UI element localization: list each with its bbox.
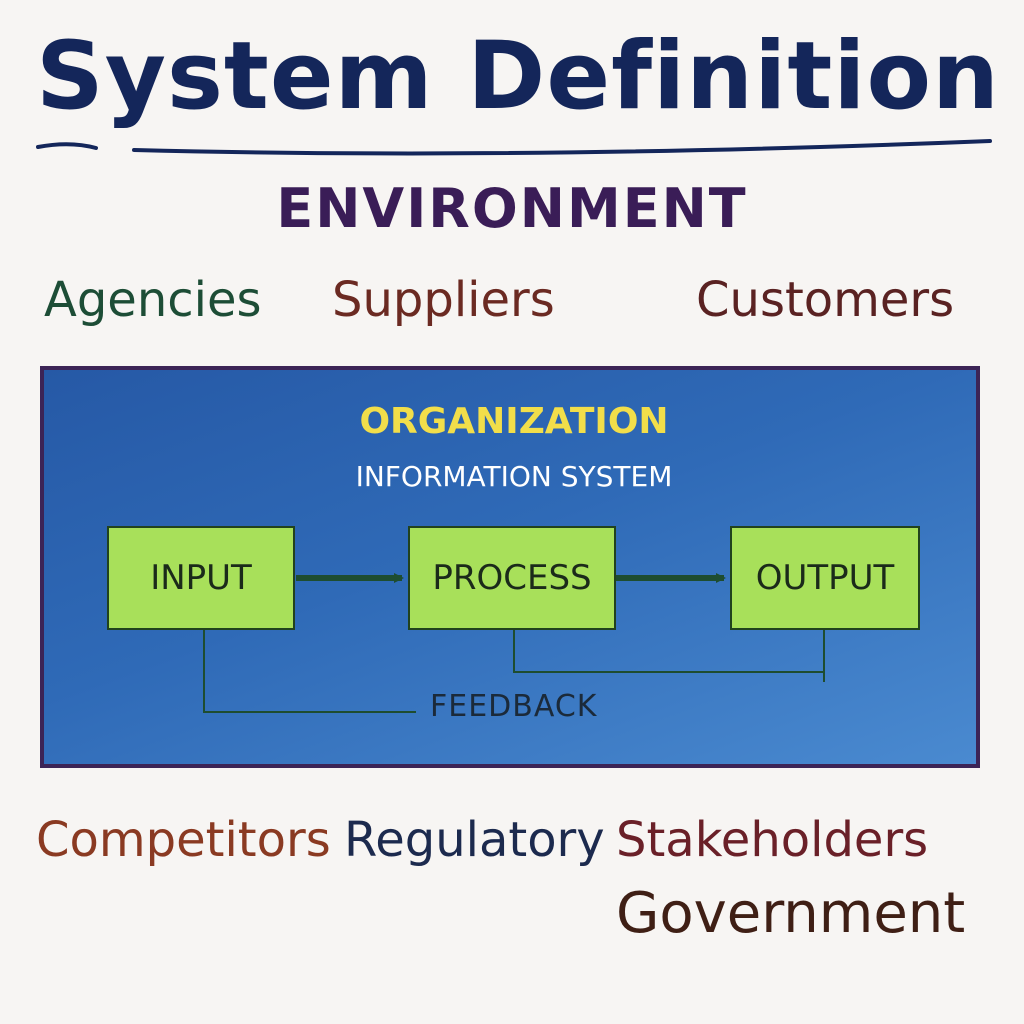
- title-underline-stroke: [36, 142, 98, 150]
- env-item-regulatory: Regulatory: [344, 812, 605, 868]
- env-item-customers: Customers: [696, 272, 955, 328]
- output-box: OUTPUT: [730, 526, 920, 630]
- information-system-title: INFORMATION SYSTEM: [355, 460, 673, 493]
- page-title: System Definition: [36, 22, 1000, 131]
- title-underline-stroke-main: [132, 139, 992, 156]
- env-item-suppliers: Suppliers: [332, 272, 555, 328]
- feedback-line-input: [203, 630, 416, 713]
- title-underline: [36, 139, 992, 156]
- organization-box: ORGANIZATION INFORMATION SYSTEM INPUT PR…: [40, 366, 980, 768]
- env-item-competitors: Competitors: [36, 812, 331, 868]
- env-item-agencies: Agencies: [44, 272, 262, 328]
- flow-connectors: [203, 573, 825, 713]
- env-item-government: Government: [616, 881, 966, 946]
- feedback-label: FEEDBACK: [430, 689, 598, 724]
- organization-title: ORGANIZATION: [359, 401, 669, 442]
- process-box: PROCESS: [408, 526, 616, 630]
- env-item-stakeholders: Stakeholders: [616, 812, 929, 868]
- environment-title: ENVIRONMENT: [276, 177, 748, 240]
- feedback-line-output-process: [513, 630, 825, 673]
- input-box: INPUT: [107, 526, 295, 630]
